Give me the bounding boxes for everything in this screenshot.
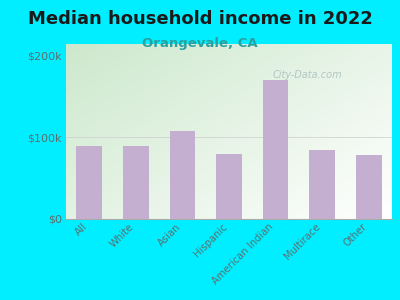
Bar — [356, 154, 382, 219]
Text: City-Data.com: City-Data.com — [272, 70, 342, 80]
Bar — [76, 146, 102, 219]
Text: Orangevale, CA: Orangevale, CA — [142, 38, 258, 50]
Bar — [309, 150, 335, 219]
Bar — [263, 80, 288, 219]
Bar — [123, 146, 149, 219]
Text: Median household income in 2022: Median household income in 2022 — [28, 11, 372, 28]
Bar — [170, 131, 195, 219]
Bar — [216, 154, 242, 219]
